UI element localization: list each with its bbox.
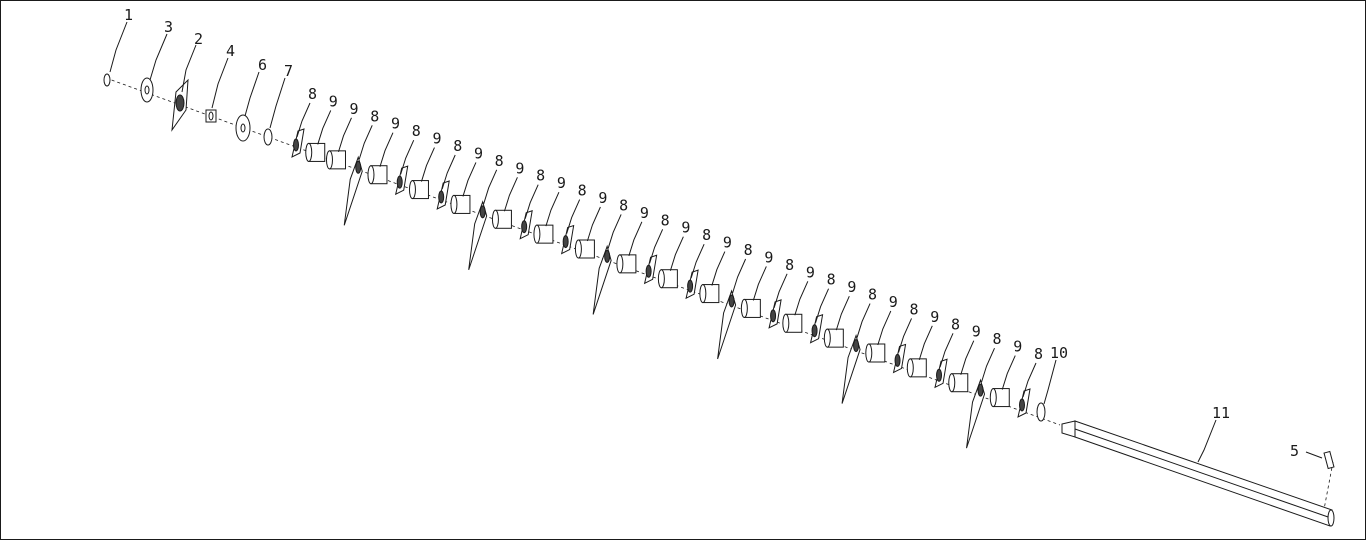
- part-11-shaft: [1061, 420, 1335, 527]
- callout-9: 9: [1013, 338, 1022, 356]
- part-9-spacer: 9: [574, 189, 607, 259]
- callout-9: 9: [432, 130, 441, 148]
- callout-2: 2: [194, 30, 203, 48]
- part-9-spacer: 9: [699, 234, 732, 304]
- part-9-spacer: 9: [450, 144, 483, 214]
- part-8-blade: 8: [685, 226, 711, 300]
- part-9-spacer: 9: [740, 248, 773, 318]
- callout-8: 8: [453, 137, 462, 155]
- callout-9: 9: [972, 323, 981, 341]
- part-10-end-ring: [1036, 402, 1046, 422]
- part-9-spacer: 9: [408, 130, 441, 200]
- part-8-blade: 8: [468, 152, 504, 271]
- callout-4: 4: [226, 42, 235, 60]
- callout-9: 9: [640, 204, 649, 222]
- callout-1: 1: [124, 6, 133, 24]
- part-9-spacer: 9: [782, 263, 815, 333]
- part-7-ring: [263, 128, 273, 146]
- callout-8: 8: [578, 182, 587, 200]
- callout-8: 8: [412, 122, 421, 140]
- part-8-blade: 8: [966, 330, 1002, 449]
- callout-9: 9: [515, 159, 524, 177]
- callout-8: 8: [661, 211, 670, 229]
- callout-9: 9: [329, 92, 338, 110]
- part-9-spacer: 9: [325, 100, 359, 170]
- part-8-blade: 8: [343, 107, 379, 226]
- callout-9: 9: [847, 278, 856, 296]
- part-9-spacer: 9: [491, 159, 524, 229]
- part-8-blade: 8: [291, 85, 317, 158]
- part-9-spacer: 9: [948, 323, 981, 393]
- callout-8: 8: [495, 152, 504, 170]
- callout-5: 5: [1290, 442, 1299, 460]
- callout-8: 8: [910, 300, 919, 318]
- part-8-blade: 8: [643, 211, 670, 285]
- part-8-blade: 8: [1017, 345, 1043, 418]
- part-8-blade: 8: [394, 122, 421, 196]
- part-8-blade: 8: [934, 315, 960, 389]
- callout-9: 9: [723, 234, 732, 252]
- part-8-blade: 8: [519, 167, 545, 240]
- callout-9: 9: [598, 189, 607, 207]
- part-1-nut: [103, 73, 111, 87]
- callout-6: 6: [258, 56, 267, 74]
- callout-8: 8: [619, 196, 628, 214]
- callout-8: 8: [370, 107, 379, 125]
- callout-8: 8: [785, 256, 794, 274]
- part-8-blade: 8: [892, 300, 919, 374]
- part-9-spacer: 9: [906, 308, 939, 378]
- part-9-spacer: 9: [823, 278, 856, 348]
- part-8-blade: 8: [560, 182, 587, 255]
- callout-8: 8: [868, 286, 877, 304]
- part-3-washer: [140, 77, 154, 103]
- callout-9: 9: [474, 144, 483, 162]
- callout-8: 8: [702, 226, 711, 244]
- callout-9: 9: [930, 308, 939, 326]
- callout-8: 8: [1034, 345, 1043, 363]
- part-9-spacer: 9: [367, 115, 400, 185]
- callout-9: 9: [557, 174, 566, 192]
- callout-8: 8: [993, 330, 1002, 348]
- callout-11: 11: [1212, 404, 1230, 422]
- part-9-spacer: 9: [305, 92, 338, 162]
- part-6-flange: [235, 114, 251, 142]
- part-2-blade-holder: [171, 78, 189, 132]
- part-9-spacer: 9: [616, 204, 649, 274]
- callout-8: 8: [536, 167, 545, 185]
- callout-7: 7: [284, 62, 293, 80]
- part-9-spacer: 9: [533, 174, 566, 244]
- callout-9: 9: [806, 263, 815, 281]
- part-8-blade: 8: [592, 196, 628, 315]
- part-8-blade: 8: [717, 241, 753, 360]
- part-8-blade: 8: [841, 286, 877, 404]
- callout-9: 9: [764, 248, 773, 266]
- callout-3: 3: [164, 18, 173, 36]
- part-9-spacer: 9: [657, 219, 690, 289]
- part-8-blade: 8: [768, 256, 794, 329]
- part-8-blade: 8: [436, 137, 462, 210]
- callout-8: 8: [827, 271, 836, 289]
- callout-9: 9: [889, 293, 898, 311]
- part-9-spacer: 9: [865, 293, 898, 363]
- callout-10: 10: [1050, 344, 1068, 362]
- callout-8: 8: [308, 85, 317, 103]
- callout-9: 9: [349, 100, 358, 118]
- callout-9: 9: [391, 115, 400, 133]
- callout-8: 8: [951, 315, 960, 333]
- part-5-pin: [1323, 450, 1335, 470]
- callout-8: 8: [744, 241, 753, 259]
- callout-9: 9: [681, 219, 690, 237]
- leader-lines: [109, 21, 1323, 463]
- part-8-blade: 8: [809, 271, 836, 344]
- part-9-spacer: 9: [989, 338, 1022, 408]
- part-4-collar: [205, 109, 217, 123]
